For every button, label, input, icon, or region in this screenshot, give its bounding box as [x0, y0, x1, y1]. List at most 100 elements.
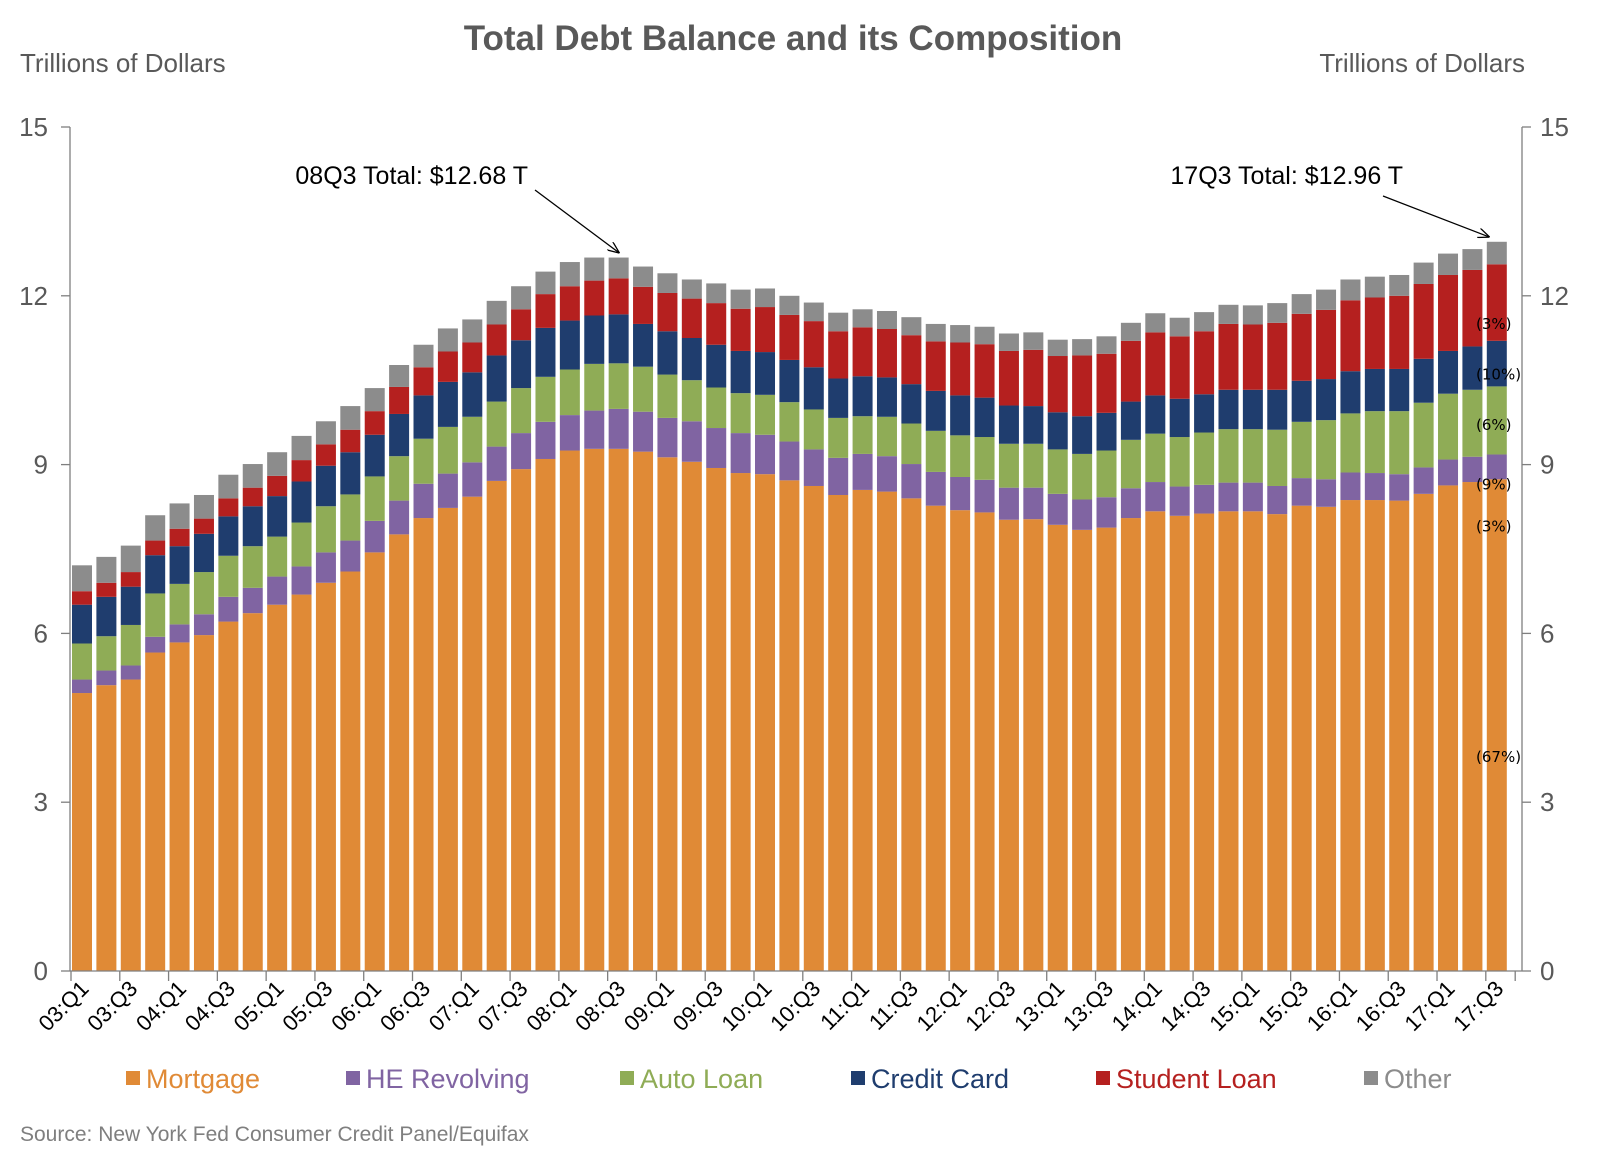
bar-segment-credit-card	[242, 506, 263, 547]
bar-segment-mortgage	[681, 461, 702, 971]
bar-segment-student-loan	[901, 335, 922, 385]
bar-segment-student-loan	[511, 309, 532, 341]
composition-percent-label: (3%)	[1476, 315, 1512, 333]
bar-segment-credit-card	[145, 555, 166, 594]
bar-segment-he-revolving	[901, 464, 922, 499]
bar-segment-student-loan	[462, 342, 483, 373]
bar-segment-mortgage	[291, 594, 312, 971]
bar-segment-auto-loan	[1340, 413, 1361, 473]
bar-segment-mortgage	[1242, 511, 1263, 971]
bar-segment-student-loan	[437, 351, 458, 382]
bar-segment-student-loan	[657, 292, 678, 332]
bar-segment-he-revolving	[462, 462, 483, 497]
bar-segment-mortgage	[1316, 506, 1337, 971]
bar-segment-auto-loan	[950, 435, 971, 477]
bar-segment-credit-card	[901, 384, 922, 424]
bar-segment-auto-loan	[193, 572, 214, 615]
bar-segment-credit-card	[998, 405, 1019, 444]
bar-segment-auto-loan	[1023, 443, 1044, 488]
bar-segment-other	[803, 302, 824, 322]
bar-segment-he-revolving	[315, 552, 336, 583]
bar-segment-student-loan	[633, 286, 654, 324]
x-tick-label: 09:Q3	[668, 976, 728, 1036]
bar-segment-auto-loan	[437, 426, 458, 474]
composition-percent-label: (67%)	[1476, 748, 1521, 766]
bar-segment-student-loan	[389, 386, 410, 414]
bar-segment-credit-card	[852, 376, 873, 417]
bar-segment-auto-loan	[242, 546, 263, 588]
bar-segment-student-loan	[1145, 332, 1166, 396]
bar-segment-credit-card	[1120, 401, 1141, 440]
legend-label-auto-loan: Auto Loan	[640, 1064, 763, 1094]
bar-segment-credit-card	[535, 327, 556, 377]
bar-segment-other	[657, 273, 678, 293]
bar-segment-credit-card	[1291, 380, 1312, 422]
bar-segment-he-revolving	[998, 487, 1019, 520]
bar-segment-student-loan	[998, 350, 1019, 406]
bar-segment-student-loan	[1291, 313, 1312, 381]
bar-segment-other	[1218, 304, 1239, 324]
x-tick-label: 16:Q1	[1302, 976, 1362, 1036]
bar-segment-mortgage	[1145, 511, 1166, 971]
bar-segment-credit-card	[72, 604, 92, 644]
bar-segment-credit-card	[584, 315, 605, 364]
right-y-tick-label: 0	[1540, 956, 1554, 986]
bar-segment-he-revolving	[1389, 474, 1410, 501]
bar-segment-auto-loan	[462, 416, 483, 463]
bar-segment-other	[755, 288, 776, 308]
bar-segment-mortgage	[389, 534, 410, 971]
bar-segment-he-revolving	[413, 483, 434, 519]
bar-segment-student-loan	[169, 528, 190, 547]
bar-segment-other	[1267, 303, 1288, 323]
bar-segment-he-revolving	[608, 408, 629, 449]
bar-segment-other	[706, 283, 727, 304]
x-tick-label: 15:Q1	[1204, 976, 1264, 1036]
bar-segment-student-loan	[706, 303, 727, 345]
bar-segment-student-loan	[1169, 336, 1190, 399]
bar-segment-he-revolving	[1462, 456, 1483, 483]
bar-segment-credit-card	[364, 434, 385, 477]
bar-segment-credit-card	[1267, 389, 1288, 430]
bar-segment-he-revolving	[755, 434, 776, 475]
bar-segment-mortgage	[657, 457, 678, 971]
composition-percent-label: (9%)	[1476, 475, 1512, 493]
plot-area	[72, 241, 1507, 972]
bar-segment-other	[1194, 312, 1215, 332]
bar-segment-he-revolving	[803, 449, 824, 486]
bar-segment-he-revolving	[218, 596, 239, 622]
bar-segment-auto-loan	[901, 423, 922, 465]
bar-segment-he-revolving	[1316, 479, 1337, 507]
bar-segment-he-revolving	[1267, 485, 1288, 515]
bar-segment-he-revolving	[242, 587, 263, 614]
right-y-tick-label: 9	[1540, 450, 1554, 480]
bar-segment-he-revolving	[706, 428, 727, 468]
bar-segment-mortgage	[803, 485, 824, 971]
bar-segment-credit-card	[925, 390, 946, 431]
bar-segment-mortgage	[1120, 518, 1141, 971]
bar-segment-he-revolving	[291, 566, 312, 595]
legend-swatch-student-loan	[1096, 1071, 1110, 1085]
bar-segment-credit-card	[1072, 416, 1093, 454]
bar-segment-he-revolving	[1047, 493, 1068, 525]
bar-segment-other	[1340, 279, 1361, 301]
bar-segment-mortgage	[364, 552, 385, 971]
bar-segment-mortgage	[1438, 485, 1459, 971]
x-tick-label: 13:Q1	[1009, 976, 1069, 1036]
x-tick-label: 17:Q1	[1399, 976, 1459, 1036]
bar-segment-credit-card	[511, 340, 532, 389]
bar-segment-he-revolving	[72, 679, 92, 694]
bar-segment-he-revolving	[267, 576, 288, 605]
bar-segment-other	[876, 310, 897, 329]
right-y-tick-label: 6	[1540, 618, 1554, 648]
bar-segment-he-revolving	[535, 421, 556, 459]
left-axis-unit-label: Trillions of Dollars	[20, 48, 226, 78]
bar-segment-auto-loan	[852, 416, 873, 454]
bar-segment-he-revolving	[1169, 486, 1190, 516]
x-tick-label: 11:Q3	[864, 976, 923, 1035]
bar-segment-student-loan	[1072, 355, 1093, 417]
bar-segment-mortgage	[1169, 515, 1190, 971]
bar-segment-he-revolving	[779, 441, 800, 481]
bar-segment-auto-loan	[1413, 402, 1434, 468]
x-tick-label: 04:Q3	[180, 976, 240, 1036]
bar-segment-credit-card	[1462, 346, 1483, 390]
